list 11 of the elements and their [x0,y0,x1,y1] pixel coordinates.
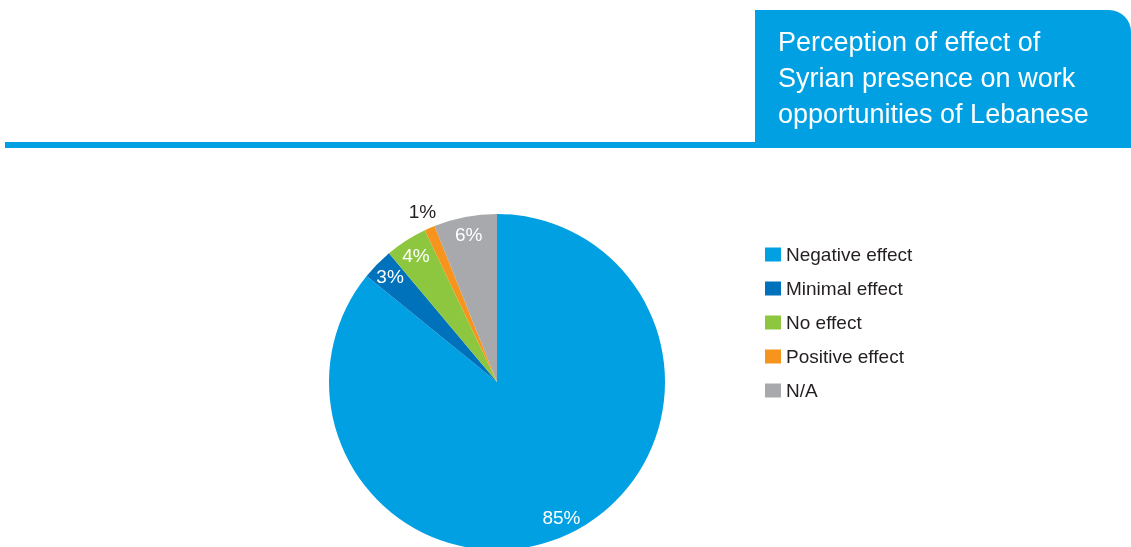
legend-label: Minimal effect [786,278,904,299]
legend-label: No effect [786,312,863,333]
data-label: 6% [454,224,483,246]
data-label: 3% [376,266,404,288]
data-label: 4% [402,245,430,267]
chart-title: Perception of effect of Syrian presence on work opportunities of Lebanese [755,10,1131,148]
data-label: 1% [408,201,437,223]
legend-label: Positive effect [786,346,905,367]
legend-label: N/A [786,380,818,401]
legend-label: Negative effect [786,244,914,265]
data-label: 85% [542,506,581,528]
